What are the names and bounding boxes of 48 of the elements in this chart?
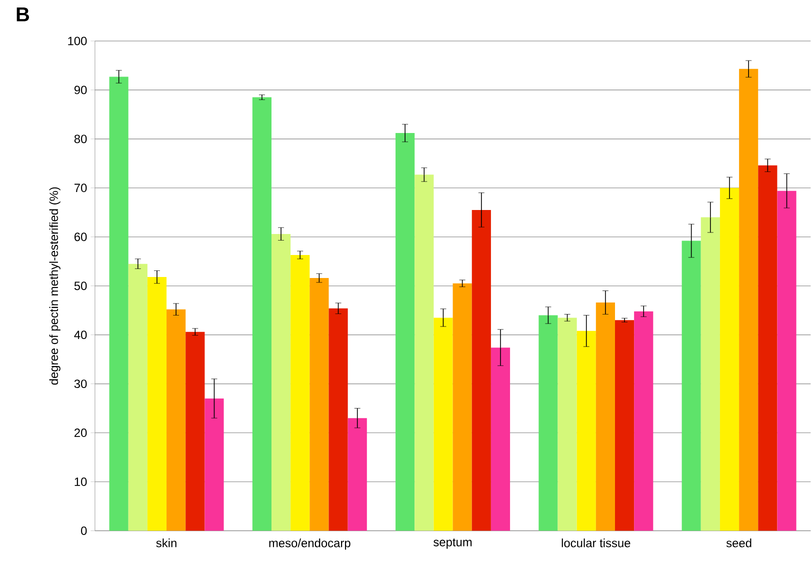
y-tick-label: 90: [74, 86, 87, 94]
bar: [204, 398, 224, 531]
bar: [490, 348, 510, 531]
bar: [777, 190, 796, 531]
y-tick-label: 20: [74, 428, 87, 438]
bar: [186, 332, 205, 531]
x-tick-label: skin: [156, 538, 176, 548]
x-tick-label: seed: [726, 538, 752, 548]
y-tick-label: 0: [81, 526, 87, 536]
bar: [252, 97, 272, 531]
bar: [634, 311, 654, 531]
text: B: [16, 8, 29, 22]
bar: [147, 277, 167, 531]
bar: [328, 308, 348, 531]
bar: [452, 284, 472, 531]
y-tick-label: 40: [74, 330, 87, 340]
bar: [166, 310, 186, 531]
y-tick-label: 60: [74, 232, 87, 242]
bar: [682, 240, 701, 531]
bar: [700, 217, 720, 531]
bar: [290, 255, 310, 531]
bar: [310, 278, 329, 531]
y-tick-label: 10: [74, 478, 87, 486]
bar: [576, 331, 596, 531]
bar: [414, 174, 434, 531]
y-tick-label: 50: [74, 282, 87, 290]
y-tick-label: 70: [74, 184, 87, 192]
bar: [538, 315, 558, 531]
bar: [739, 69, 758, 531]
bar: [758, 166, 778, 531]
bar: [558, 318, 577, 531]
y-tick-label: 30: [74, 380, 87, 388]
bar: [109, 76, 128, 531]
bar: [720, 188, 740, 531]
y-axis-title: degree of pectin methyl-esterified (%): [49, 187, 60, 385]
x-tick-label: septum: [434, 538, 472, 549]
bar: [128, 264, 148, 531]
x-tick-label: meso/endocarp: [269, 538, 350, 550]
bar: [596, 302, 615, 531]
y-tick-label: 80: [74, 134, 87, 144]
bar: [396, 133, 415, 531]
y-tick-label: 100: [68, 36, 87, 46]
bar: [434, 318, 453, 531]
x-tick-label: locular tissue: [562, 538, 630, 548]
bar: [615, 320, 634, 531]
bar: [348, 418, 367, 531]
bar: [271, 234, 291, 531]
bar: [472, 210, 491, 531]
